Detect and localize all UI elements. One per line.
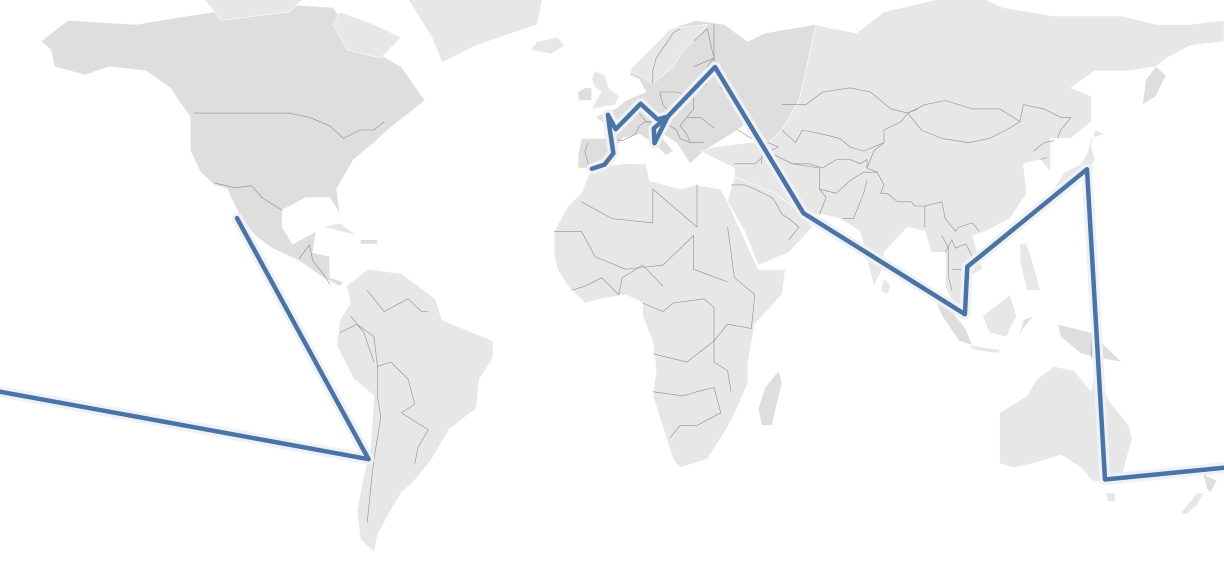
land-layer — [40, 0, 1224, 553]
border-se-asia — [924, 201, 980, 232]
landmass-borneo — [982, 294, 1017, 338]
border-central-asia — [781, 108, 919, 152]
border-east-africa — [713, 227, 756, 392]
border-europe-6 — [584, 142, 589, 164]
landmass-sulawesi — [1016, 315, 1034, 342]
route-line-segment-1 — [0, 215, 371, 462]
landmass-australia — [999, 365, 1133, 485]
route-line-segment-2 — [589, 64, 1224, 482]
landmass-new-guinea — [1056, 323, 1123, 363]
border-korea — [1033, 140, 1055, 152]
route-layer — [0, 61, 1224, 485]
landmass-africa — [553, 163, 786, 469]
border-korea-2 — [1040, 157, 1048, 160]
border-europe-5 — [679, 117, 691, 143]
landmass-hispaniola — [360, 239, 378, 245]
border-central-africa — [642, 298, 715, 363]
landmass-new-zealand-south — [1179, 492, 1205, 515]
border-caucasus — [737, 129, 779, 164]
border-south-america-andes — [339, 323, 375, 363]
landmass-iceland — [529, 36, 565, 55]
landmass-madagascar — [757, 369, 783, 426]
country-borders — [193, 24, 1092, 523]
border-west-africa-2 — [571, 264, 664, 295]
border-china-inner — [866, 142, 885, 173]
landmass-cuba — [322, 222, 358, 236]
border-myanmar-thai — [941, 235, 953, 291]
border-finland — [693, 28, 715, 67]
landmass-british-isles — [591, 70, 620, 110]
border-us-mexico — [214, 182, 283, 211]
border-arabia-inner — [731, 184, 800, 240]
border-pakistan-india — [843, 180, 868, 219]
border-south-america-central — [377, 361, 429, 464]
landmass-java — [968, 344, 1000, 355]
border-scandinavia — [652, 28, 681, 84]
landmass-tasmania — [1104, 492, 1116, 502]
landmass-arctic-islands — [204, 0, 304, 21]
border-central-asia-2 — [792, 159, 868, 169]
border-central-america — [298, 244, 331, 285]
border-southern-africa — [652, 387, 722, 439]
landmass-kamchatka — [1142, 66, 1167, 106]
landmass-sri-lanka — [880, 277, 892, 296]
landmass-ireland — [577, 87, 592, 101]
border-europe-1 — [605, 91, 671, 141]
landmass-philippines — [1019, 243, 1041, 291]
landmass-greenland — [408, 0, 543, 63]
border-south-america-north — [366, 290, 429, 312]
border-us-canada — [193, 112, 385, 139]
landmass-north-america — [40, 3, 426, 287]
border-north-africa — [581, 184, 698, 228]
border-south-asia — [819, 171, 926, 228]
landmass-scandinavia-south — [628, 24, 708, 84]
border-kazakh-russia — [782, 87, 908, 114]
border-china-russia — [1019, 104, 1072, 139]
landmass-south-america — [336, 268, 494, 553]
border-south-america-west — [349, 315, 382, 523]
landmass-baffin — [332, 11, 402, 59]
